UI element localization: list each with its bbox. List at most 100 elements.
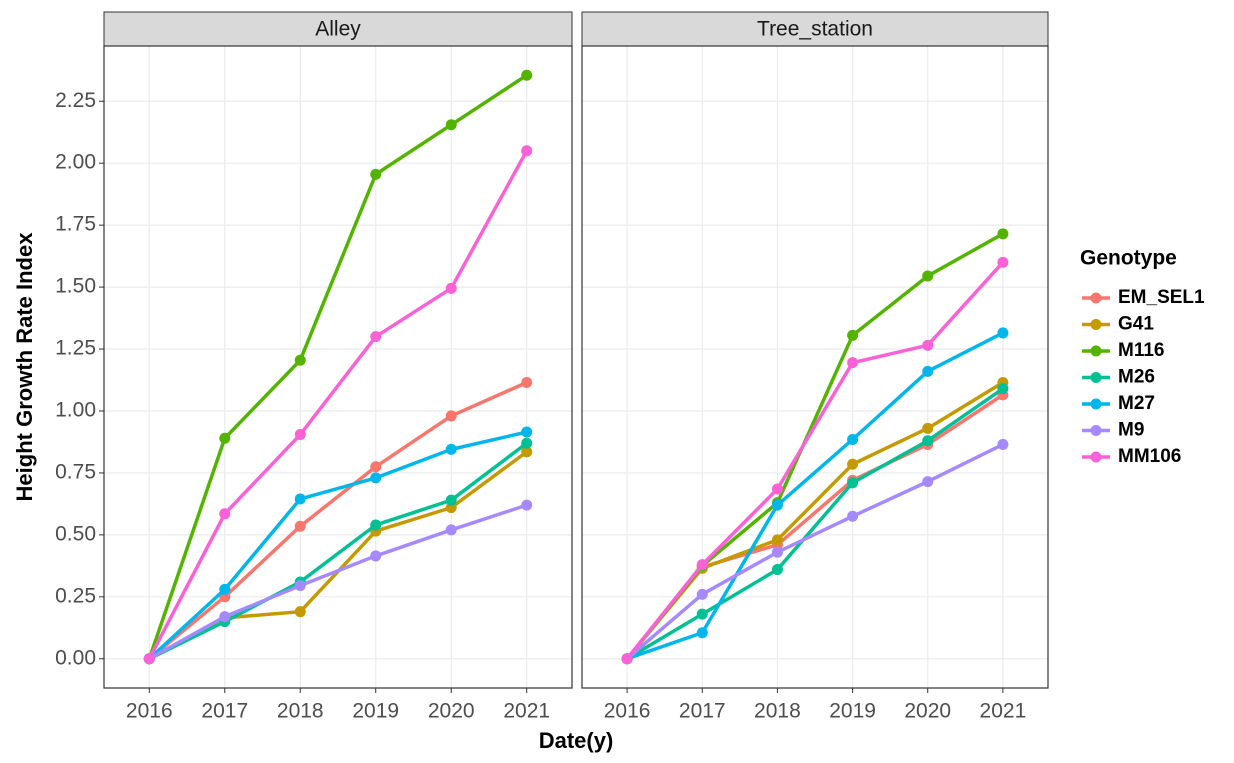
x-tick-label: 2016 xyxy=(604,700,651,723)
data-point xyxy=(847,357,859,369)
data-point xyxy=(696,608,708,620)
data-point xyxy=(294,354,306,366)
x-tick-label: 2021 xyxy=(503,700,550,723)
series-line xyxy=(625,232,1004,660)
data-point xyxy=(294,429,306,441)
series-line xyxy=(148,441,528,661)
data-point xyxy=(621,653,633,665)
data-point xyxy=(771,534,783,546)
data-point xyxy=(997,438,1009,450)
data-point xyxy=(219,583,231,595)
data-point xyxy=(997,256,1009,268)
data-point xyxy=(445,282,457,294)
data-point xyxy=(370,472,382,484)
data-point xyxy=(997,383,1009,395)
legend-label: M9 xyxy=(1118,420,1144,441)
data-point xyxy=(922,435,934,447)
data-point xyxy=(445,410,457,422)
data-point xyxy=(696,627,708,639)
data-point xyxy=(370,331,382,343)
data-point xyxy=(219,611,231,623)
data-point xyxy=(847,433,859,445)
data-point xyxy=(521,437,533,449)
data-point xyxy=(922,270,934,282)
x-tick-label: 2019 xyxy=(829,700,876,723)
data-point xyxy=(997,228,1009,240)
x-tick-label: 2020 xyxy=(428,700,475,723)
data-point xyxy=(847,477,859,489)
data-point xyxy=(771,546,783,558)
data-point xyxy=(847,510,859,522)
data-point xyxy=(370,168,382,180)
data-point xyxy=(219,432,231,444)
legend-label: M27 xyxy=(1118,393,1155,414)
y-tick-label: 0.00 xyxy=(55,646,96,669)
y-tick-label: 0.25 xyxy=(55,584,96,607)
data-point xyxy=(445,119,457,131)
legend-key-point xyxy=(1090,425,1102,436)
data-point xyxy=(370,550,382,562)
data-point xyxy=(922,365,934,377)
panel-border xyxy=(581,45,1049,689)
series-line xyxy=(625,261,1005,660)
data-point xyxy=(922,422,934,434)
facet-strip xyxy=(103,11,573,47)
facet-title: Alley xyxy=(315,18,361,41)
data-point xyxy=(445,443,457,455)
series-line xyxy=(148,380,528,661)
legend-title: Genotype xyxy=(1080,247,1177,270)
y-axis-title: Height Growth Rate Index xyxy=(12,232,37,502)
y-tick-label: 0.50 xyxy=(55,522,96,545)
data-point xyxy=(997,327,1009,339)
panel-border xyxy=(103,45,573,689)
data-point xyxy=(294,493,306,505)
y-tick-label: 1.00 xyxy=(55,399,96,422)
series-line xyxy=(626,331,1004,661)
x-tick-label: 2016 xyxy=(126,700,173,723)
y-tick-label: 2.25 xyxy=(55,89,96,112)
data-point xyxy=(294,606,306,618)
data-point xyxy=(771,499,783,511)
data-point xyxy=(847,329,859,341)
data-point xyxy=(521,376,533,388)
data-point xyxy=(294,520,306,532)
series-line xyxy=(626,387,1004,661)
data-point xyxy=(771,564,783,576)
series-line xyxy=(625,442,1004,661)
y-tick-label: 1.75 xyxy=(55,213,96,236)
data-point xyxy=(696,588,708,600)
legend-key-point xyxy=(1090,319,1102,330)
x-tick-label: 2018 xyxy=(754,700,801,723)
data-point xyxy=(370,519,382,531)
facet-title: Tree_station xyxy=(757,18,873,41)
data-point xyxy=(521,69,533,81)
x-tick-label: 2017 xyxy=(201,700,248,723)
x-axis-title: Date(y) xyxy=(539,728,614,753)
legend-label: M26 xyxy=(1118,367,1155,388)
data-point xyxy=(771,483,783,495)
legend-label: G41 xyxy=(1118,314,1154,335)
data-point xyxy=(521,426,533,438)
legend-key-point xyxy=(1090,372,1102,383)
series-line xyxy=(148,503,528,661)
y-tick-label: 1.25 xyxy=(55,337,96,360)
data-point xyxy=(521,446,533,458)
data-point xyxy=(445,524,457,536)
data-point xyxy=(294,580,306,592)
data-point xyxy=(219,508,231,520)
series-line xyxy=(147,73,528,660)
legend-label: EM_SEL1 xyxy=(1118,287,1205,308)
x-tick-label: 2019 xyxy=(352,700,399,723)
legend-key-point xyxy=(1090,345,1102,357)
data-point xyxy=(922,339,934,351)
legend-label: MM106 xyxy=(1118,446,1181,467)
x-tick-label: 2018 xyxy=(277,700,324,723)
y-tick-label: 0.75 xyxy=(55,460,96,483)
series-line xyxy=(147,149,529,660)
y-tick-label: 1.50 xyxy=(55,275,96,298)
data-point xyxy=(143,653,155,665)
data-point xyxy=(370,461,382,473)
legend-key-point xyxy=(1090,451,1102,463)
data-point xyxy=(521,499,533,511)
